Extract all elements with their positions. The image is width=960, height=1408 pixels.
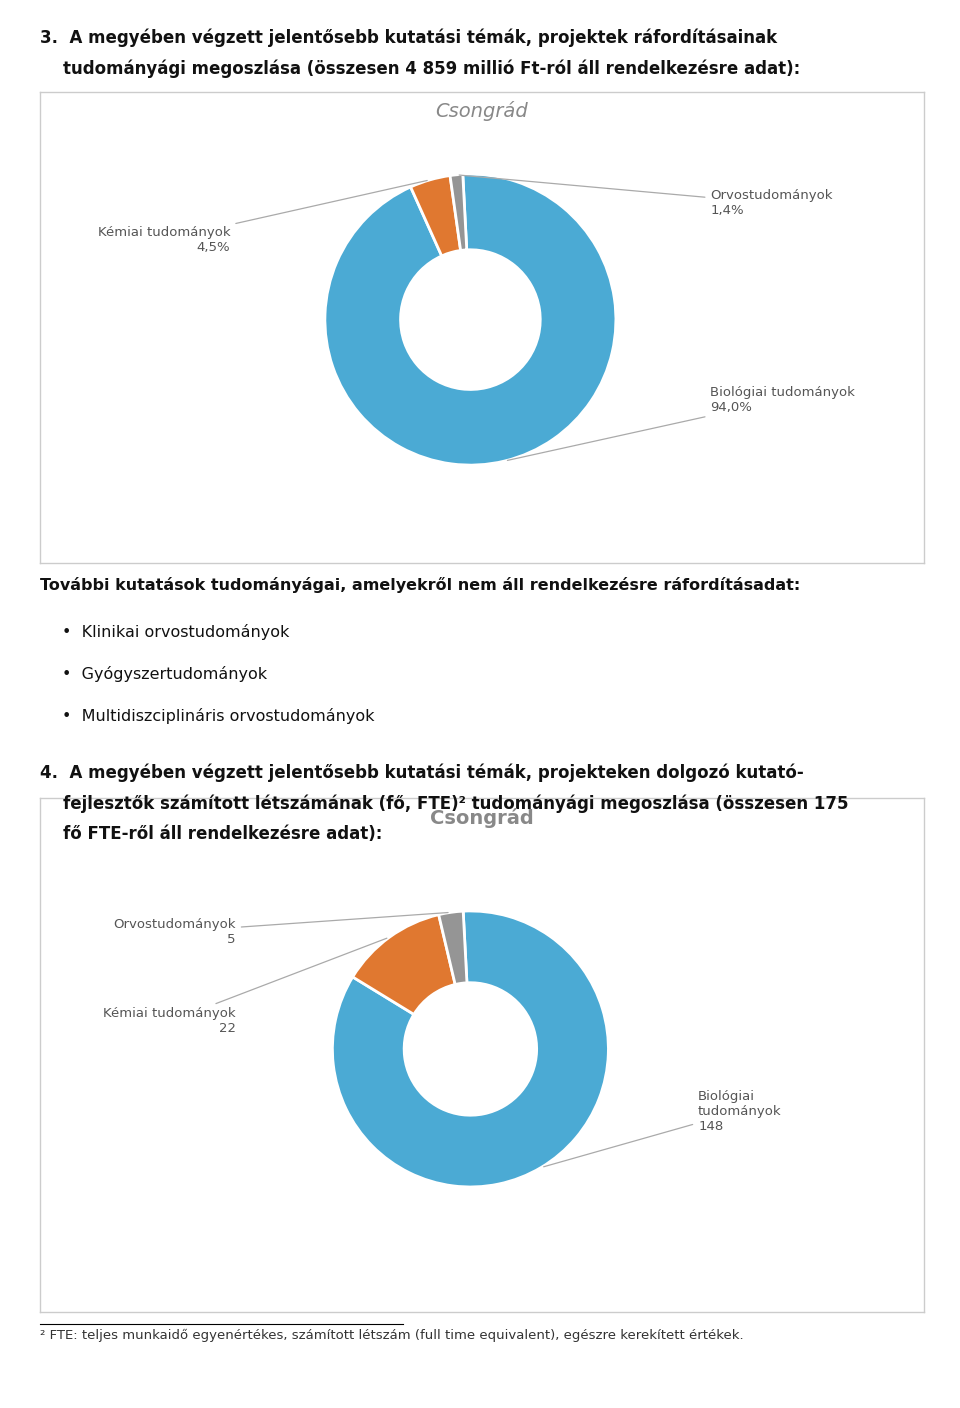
- Text: •  Gyógyszertudományok: • Gyógyszertudományok: [62, 666, 268, 681]
- Text: •  Multidiszciplináris orvostudományok: • Multidiszciplináris orvostudományok: [62, 708, 375, 724]
- Text: Kémiai tudományok
22: Kémiai tudományok 22: [103, 938, 387, 1035]
- Text: ² FTE: teljes munkaidő egyenértékes, számított létszám (full time equivalent), e: ² FTE: teljes munkaidő egyenértékes, szá…: [40, 1329, 744, 1342]
- Text: Csongrád: Csongrád: [430, 808, 534, 828]
- Wedge shape: [324, 175, 616, 465]
- Text: Orvostudományok
1,4%: Orvostudományok 1,4%: [459, 175, 833, 217]
- Text: tudományági megoszlása (összesen 4 859 millió Ft-ról áll rendelkezésre adat):: tudományági megoszlása (összesen 4 859 m…: [40, 59, 801, 77]
- Text: Biológiai
tudományok
148: Biológiai tudományok 148: [543, 1090, 781, 1167]
- Wedge shape: [411, 176, 461, 256]
- Wedge shape: [332, 911, 609, 1187]
- Text: Csongrád: Csongrád: [436, 101, 528, 121]
- Text: További kutatások tudományágai, amelyekről nem áll rendelkezésre ráfordításadat:: További kutatások tudományágai, amelyekr…: [40, 577, 801, 593]
- Wedge shape: [439, 911, 467, 984]
- Text: Biológiai tudományok
94,0%: Biológiai tudományok 94,0%: [508, 386, 855, 460]
- Text: fő FTE-ről áll rendelkezésre adat):: fő FTE-ről áll rendelkezésre adat):: [40, 825, 383, 843]
- Text: 3.  A megyében végzett jelentősebb kutatási témák, projektek ráfordításainak: 3. A megyében végzett jelentősebb kutatá…: [40, 28, 778, 46]
- Text: •  Klinikai orvostudományok: • Klinikai orvostudományok: [62, 624, 290, 639]
- Text: Orvostudományok
5: Orvostudományok 5: [113, 912, 448, 946]
- Text: 4.  A megyében végzett jelentősebb kutatási témák, projekteken dolgozó kutató-: 4. A megyében végzett jelentősebb kutatá…: [40, 763, 804, 781]
- Text: fejlesztők számított létszámának (fő, FTE)² tudományági megoszlása (összesen 175: fejlesztők számított létszámának (fő, FT…: [40, 794, 849, 812]
- Wedge shape: [450, 175, 467, 251]
- Text: Kémiai tudományok
4,5%: Kémiai tudományok 4,5%: [98, 180, 427, 253]
- Wedge shape: [352, 915, 455, 1014]
